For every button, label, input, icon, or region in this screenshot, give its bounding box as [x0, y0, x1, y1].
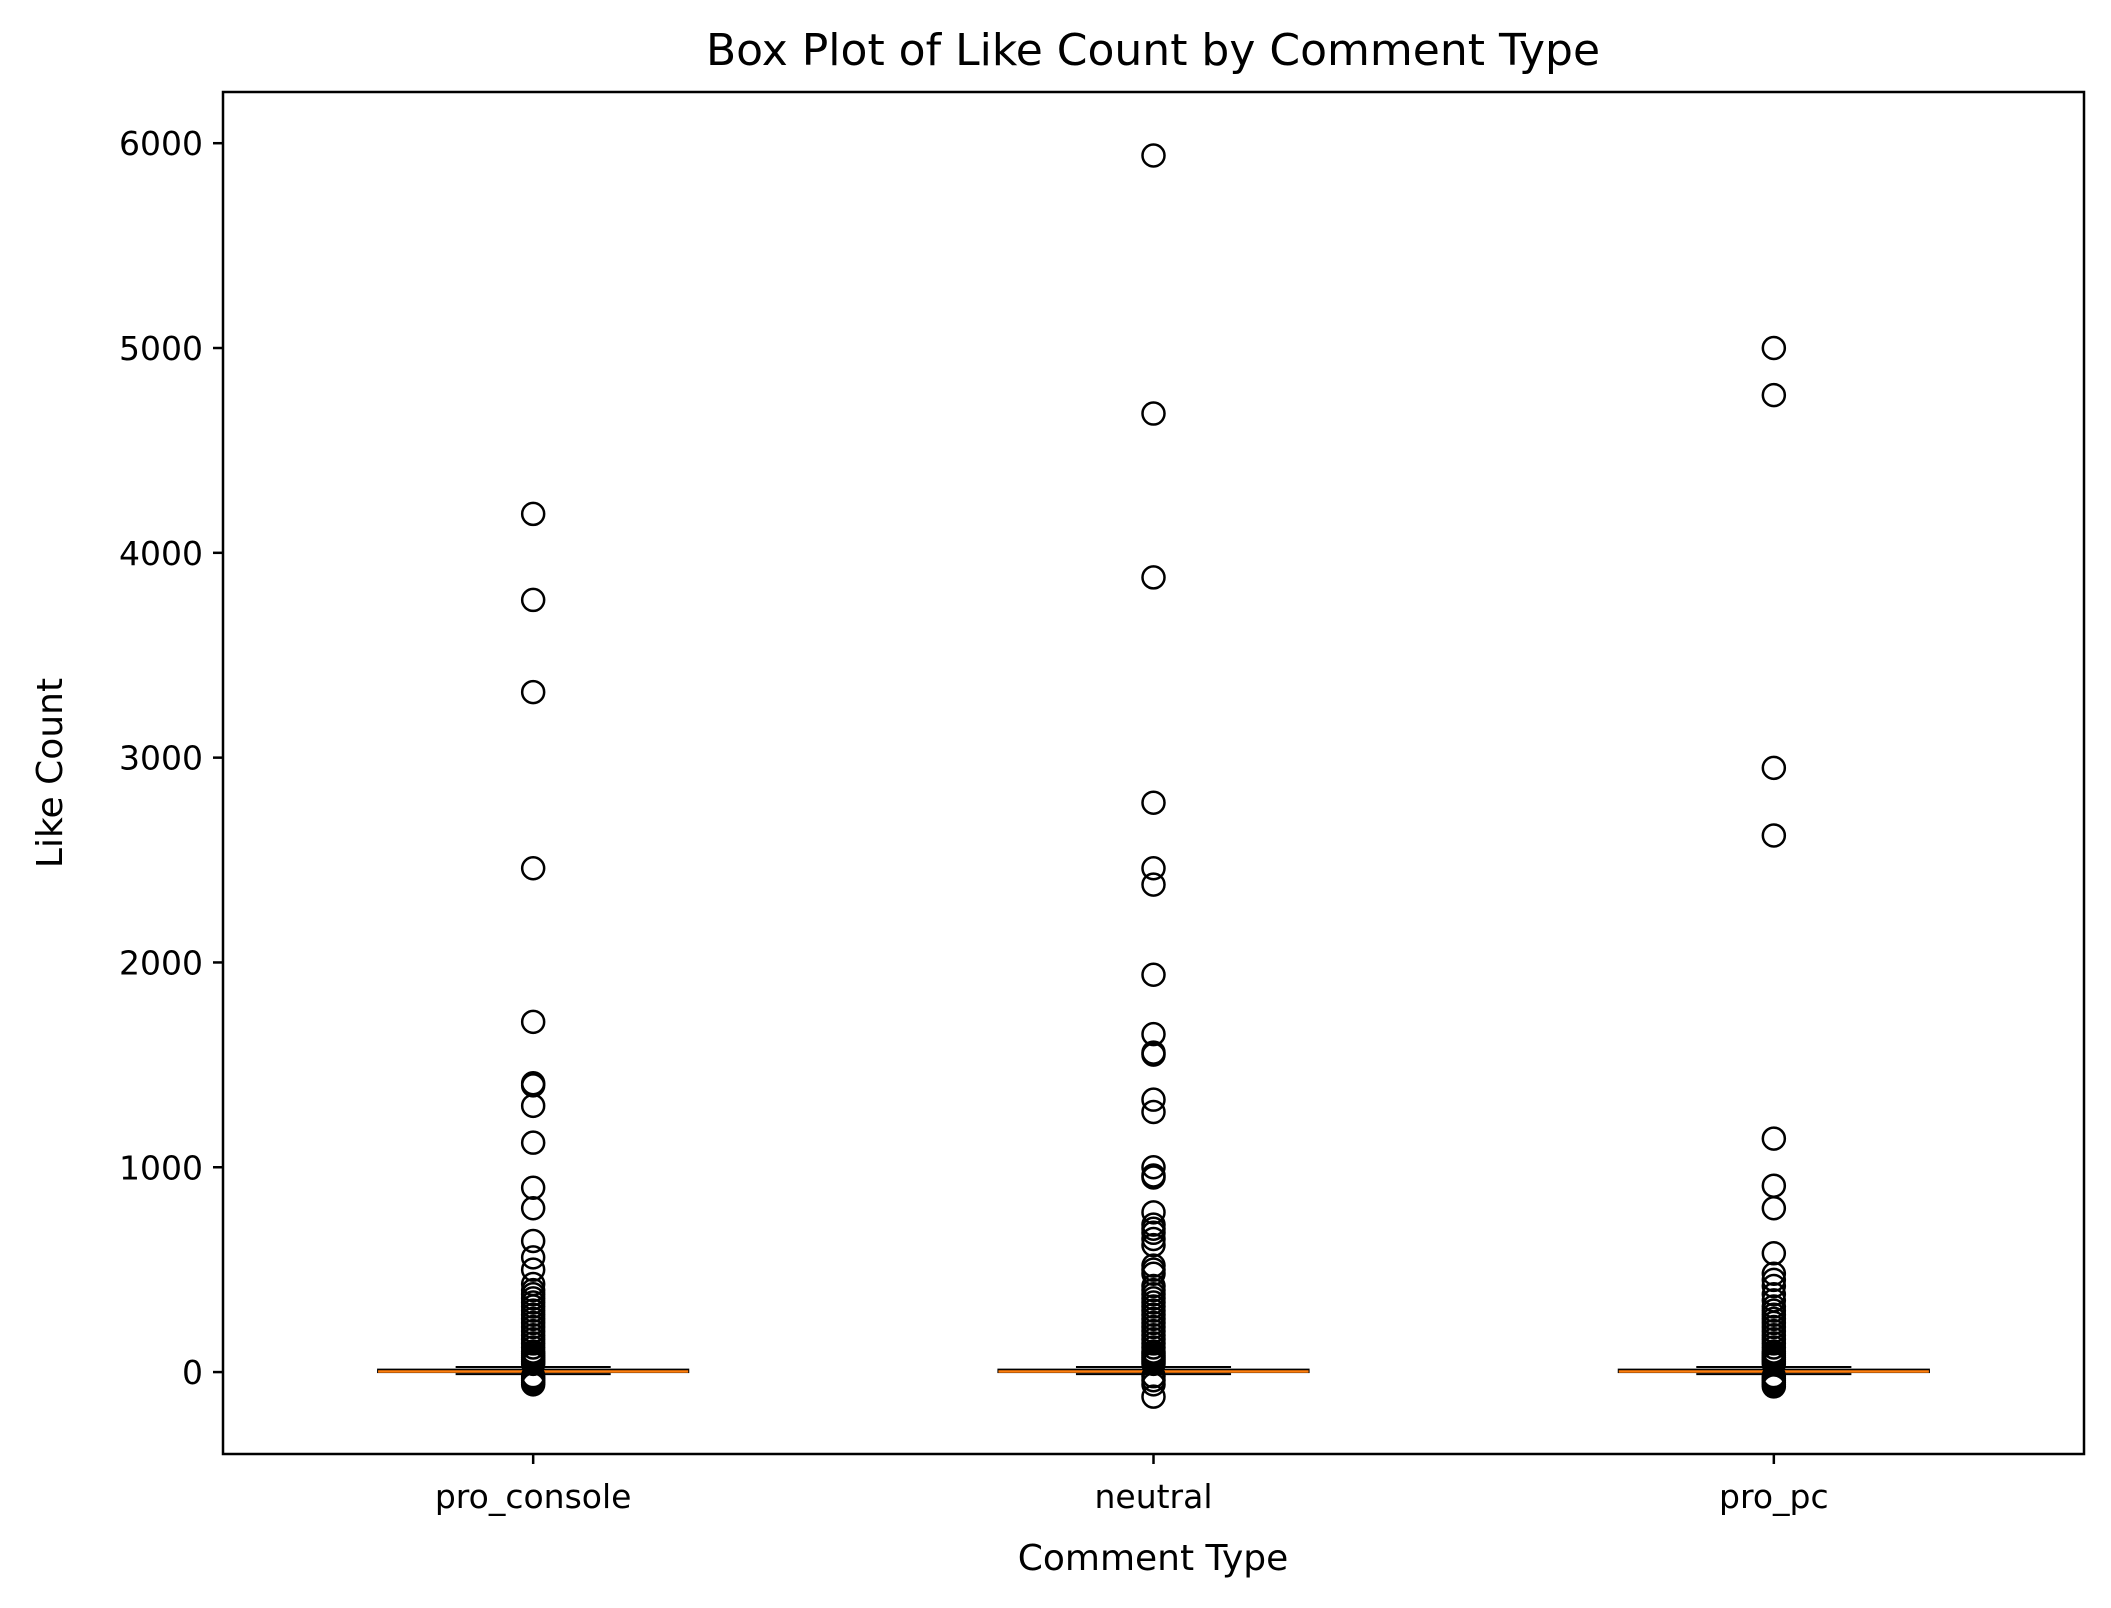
outlier-point — [1761, 1273, 1787, 1299]
outlier-point — [1761, 823, 1787, 848]
outlier-point — [520, 1093, 546, 1119]
outlier-point — [520, 1257, 546, 1282]
outlier-point — [520, 1073, 546, 1098]
outlier-point — [1761, 755, 1787, 781]
outlier-point — [1141, 1384, 1166, 1409]
outlier-point — [1761, 382, 1787, 408]
x-axis-label: Comment Type — [1018, 1538, 1289, 1579]
outlier-point — [1141, 962, 1166, 987]
outlier-point — [1141, 1155, 1166, 1180]
outlier-point — [1761, 1267, 1787, 1293]
outlier-point — [1761, 335, 1787, 361]
y-axis-label: Like Count — [30, 678, 71, 868]
outlier-point — [520, 679, 546, 705]
outlier-point — [1141, 1099, 1166, 1125]
outlier-point — [1141, 1226, 1166, 1252]
outlier-point — [520, 1009, 546, 1035]
x-tick-label: pro_console — [435, 1477, 632, 1516]
box-pro_pc — [1617, 335, 1930, 1399]
outlier-point — [520, 1245, 546, 1270]
outlier-point — [1141, 1200, 1166, 1225]
outlier-point — [520, 855, 546, 881]
outlier-point — [1141, 1351, 1166, 1377]
plot-area — [377, 143, 1930, 1409]
outlier-point — [520, 587, 546, 613]
outlier-point — [1141, 1165, 1166, 1190]
y-tick-label: 3000 — [119, 739, 203, 778]
y-tick-label: 6000 — [119, 124, 203, 163]
y-tick-label: 1000 — [119, 1148, 203, 1187]
outlier-point — [1141, 1220, 1166, 1246]
outlier-point — [1141, 790, 1166, 815]
x-tick-label: neutral — [1094, 1477, 1212, 1516]
outlier-point — [1141, 143, 1166, 168]
outlier-point — [520, 1372, 546, 1397]
outlier-point — [1141, 1021, 1166, 1047]
outlier-point — [1761, 1126, 1787, 1151]
outlier-point — [1141, 1232, 1166, 1258]
outlier-point — [1141, 1042, 1166, 1067]
y-tick-label: 5000 — [119, 329, 203, 368]
x-tick-label: pro_pc — [1719, 1477, 1829, 1516]
outlier-point — [1761, 1281, 1787, 1307]
outlier-point — [1141, 872, 1166, 897]
outlier-point — [1141, 565, 1166, 590]
outlier-point — [1141, 1261, 1166, 1287]
outlier-point — [520, 1228, 546, 1254]
outlier-point — [1761, 1241, 1787, 1266]
outlier-point — [1761, 1261, 1787, 1287]
outlier-point — [520, 1130, 546, 1155]
outlier-point — [1761, 1374, 1787, 1399]
outlier-point — [1761, 1195, 1787, 1221]
box-neutral — [997, 143, 1310, 1409]
box-pro_console — [377, 501, 690, 1397]
y-tick-label: 2000 — [119, 943, 203, 982]
outlier-point — [1141, 1372, 1166, 1397]
y-tick-label: 4000 — [119, 534, 203, 573]
outlier-point — [520, 1071, 546, 1096]
chart-title: Box Plot of Like Count by Comment Type — [706, 25, 1600, 76]
outlier-point — [1141, 401, 1166, 426]
y-tick-label: 0 — [182, 1353, 203, 1392]
outlier-point — [1761, 1173, 1787, 1198]
outlier-point — [1141, 1087, 1166, 1112]
outlier-point — [520, 1195, 546, 1221]
outlier-point — [520, 501, 546, 527]
y-axis: 0 1000 2000 3000 4000 5000 6000 — [119, 124, 223, 1392]
x-axis: pro_console neutral pro_pc — [435, 1454, 1829, 1516]
outlier-point — [520, 1351, 546, 1377]
outlier-point — [520, 1175, 546, 1200]
plot-frame — [221, 90, 2086, 1456]
outlier-point — [1141, 855, 1166, 881]
